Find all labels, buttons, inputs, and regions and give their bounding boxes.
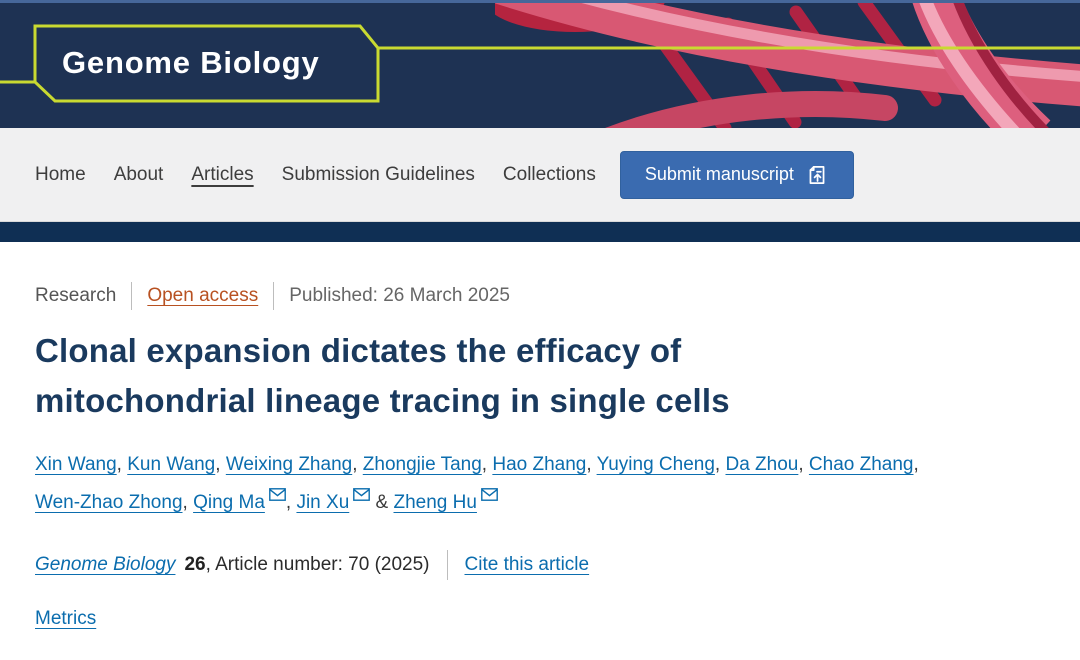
author-separator: , xyxy=(913,454,919,475)
author-link[interactable]: Da Zhou xyxy=(725,454,799,475)
journal-logo[interactable]: Genome Biology xyxy=(62,45,320,80)
author-separator: & xyxy=(370,492,394,513)
author-separator: , xyxy=(116,454,128,475)
article-title-line1: Clonal expansion dictates the efficacy o… xyxy=(35,332,682,369)
article-number-info: , Article number: 70 (2025) xyxy=(205,554,430,575)
site-header: Genome Biology xyxy=(0,0,1080,128)
author-list: Xin Wang, Kun Wang, Weixing Zhang, Zhong… xyxy=(35,446,1045,522)
author-link[interactable]: Hao Zhang xyxy=(492,454,587,475)
nav-item-submission-guidelines[interactable]: Submission Guidelines xyxy=(281,163,475,185)
author-link[interactable]: Zhongjie Tang xyxy=(362,454,482,475)
nav-list: Home About Articles Submission Guidelines Co… xyxy=(35,164,596,186)
nav-item-articles[interactable]: Articles xyxy=(191,163,254,185)
author-link[interactable]: Kun Wang xyxy=(127,454,216,475)
author-separator: , xyxy=(798,454,809,475)
divider xyxy=(131,282,133,310)
author-link[interactable]: Xin Wang xyxy=(35,454,117,475)
nav-item-collections[interactable]: Collections xyxy=(502,163,596,185)
article-title-line2: mitochondrial lineage tracing in single … xyxy=(35,382,730,419)
open-access-link[interactable]: Open access xyxy=(147,285,259,306)
author-link[interactable]: Yuying Cheng xyxy=(596,454,715,475)
author-separator: , xyxy=(714,454,726,475)
email-icon xyxy=(481,488,498,501)
author-link[interactable]: Wen-Zhao Zhong xyxy=(35,492,183,513)
author-separator: , xyxy=(352,454,363,475)
author-link[interactable]: Chao Zhang xyxy=(808,454,914,475)
author-separator: , xyxy=(285,492,297,513)
author-link[interactable]: Jin Xu xyxy=(296,492,350,513)
email-icon xyxy=(268,488,286,501)
metrics-link[interactable]: Metrics xyxy=(35,608,97,629)
journal-volume: 26 xyxy=(184,554,206,575)
author-separator: , xyxy=(481,454,493,475)
author-separator: , xyxy=(215,454,226,475)
author-link[interactable]: Qing Ma xyxy=(193,492,265,513)
dna-artwork xyxy=(0,0,1080,128)
navy-divider-strip xyxy=(0,222,1080,242)
divider xyxy=(446,550,448,580)
author-link[interactable]: Zheng Hu xyxy=(393,492,477,513)
article-meta-row: Research Open access Published: 26 March… xyxy=(35,282,1045,310)
main-nav: Home About Articles Submission Guidelines Co… xyxy=(0,128,1080,222)
citation-row: Genome Biology 26 , Article number: 70 (… xyxy=(35,550,1045,580)
submit-manuscript-button[interactable]: Submit manuscript xyxy=(619,150,854,199)
submit-manuscript-label: Submit manuscript xyxy=(644,164,794,184)
article-main: Research Open access Published: 26 March… xyxy=(0,242,1080,630)
divider xyxy=(273,282,275,310)
author-separator: , xyxy=(182,492,194,513)
author-separator: , xyxy=(586,454,597,475)
published-date: Published: 26 March 2025 xyxy=(289,285,510,306)
email-icon xyxy=(353,488,371,501)
cite-this-article-link[interactable]: Cite this article xyxy=(464,554,590,575)
author-link[interactable]: Weixing Zhang xyxy=(225,454,353,475)
nav-item-about[interactable]: About xyxy=(113,163,164,185)
manuscript-upload-icon xyxy=(809,165,825,184)
journal-link[interactable]: Genome Biology xyxy=(35,554,176,575)
article-title: Clonal expansion dictates the efficacy o… xyxy=(35,326,1045,426)
article-type-label: Research xyxy=(35,285,117,306)
nav-item-home[interactable]: Home xyxy=(35,163,86,185)
